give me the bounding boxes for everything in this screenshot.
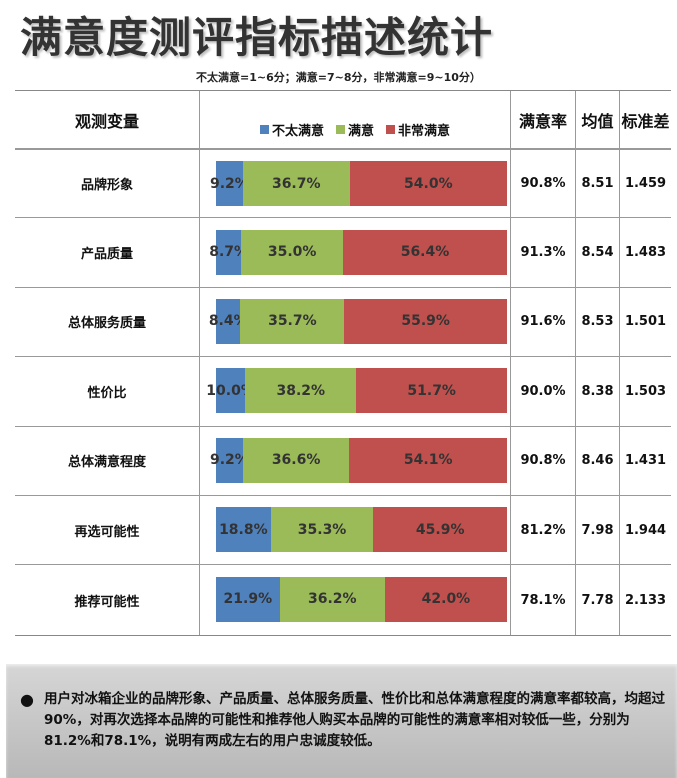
mean-value: 8.46 xyxy=(576,426,620,495)
bar-segment: 38.2% xyxy=(245,368,357,414)
bar-segment: 35.0% xyxy=(241,229,344,275)
bar-segment: 54.0% xyxy=(349,161,507,207)
table-row: 总体服务质量 8.4% 35.7% 55.9% 91.6% 8.53 1.501 xyxy=(15,287,671,358)
table-row: 推荐可能性 21.9% 36.2% 42.0% 78.1% 7.78 2.133 xyxy=(15,565,671,635)
bar-segment: 36.6% xyxy=(242,437,350,483)
bar-segment: 42.0% xyxy=(384,576,507,622)
mean-value: 7.78 xyxy=(576,565,620,635)
bar-cell: 8.7% 35.0% 56.4% xyxy=(200,218,511,287)
summary-text: 用户对冰箱企业的品牌形象、产品质量、总体服务质量、性价比和总体满意程度的满意率都… xyxy=(44,691,665,749)
std-dev: 1.501 xyxy=(624,314,667,330)
stacked-bar: 9.2% 36.7% 54.0% xyxy=(210,161,507,207)
bar-cell: 18.8% 35.3% 45.9% xyxy=(200,496,511,565)
table-row: 品牌形象 9.2% 36.7% 54.0% 90.8% 8.51 1.459 xyxy=(15,149,671,219)
variable-label: 再选可能性 xyxy=(15,496,200,565)
legend-swatch xyxy=(386,125,395,134)
stacked-bar: 21.9% 36.2% 42.0% xyxy=(216,576,507,622)
legend-item: 不太满意 xyxy=(259,120,324,139)
header-mean: 均值 xyxy=(576,91,620,148)
stacked-bar: 8.7% 35.0% 56.4% xyxy=(209,229,507,275)
std-dev: 1.459 xyxy=(624,176,667,192)
mean-value: 8.53 xyxy=(576,287,620,357)
legend-label: 满意 xyxy=(347,124,374,139)
stacked-bar: 8.4% 35.7% 55.9% xyxy=(209,298,507,344)
bar-segment: 54.1% xyxy=(349,437,507,483)
chart-legend-cell: 不太满意 满意 非常满意 xyxy=(200,91,511,148)
variable-label: 产品质量 xyxy=(15,218,200,287)
bar-segment: 9.2% xyxy=(210,161,249,207)
header-sd: 标准差 xyxy=(621,111,670,131)
mean-value: 7.98 xyxy=(576,496,620,565)
std-dev: 1.503 xyxy=(624,383,667,399)
bar-cell: 21.9% 36.2% 42.0% xyxy=(200,565,511,635)
score-definition: 不太满意=1~6分；满意=7~8分，非常满意=9~10分） xyxy=(196,71,481,84)
variable-label: 品牌形象 xyxy=(15,150,200,218)
satisfaction-rate: 81.2% xyxy=(511,496,576,565)
bar-segment: 18.8% xyxy=(216,507,271,553)
satisfaction-rate: 78.1% xyxy=(511,565,576,635)
page-title: 满意度测评指标描述统计 xyxy=(20,13,494,62)
header-variable: 观测变量 xyxy=(15,91,200,148)
bar-segment: 51.7% xyxy=(356,368,507,414)
mean-value: 8.54 xyxy=(576,218,620,287)
bar-segment: 56.4% xyxy=(343,229,507,275)
variable-label: 总体满意程度 xyxy=(15,426,200,495)
variable-label: 总体服务质量 xyxy=(15,287,200,357)
std-dev: 1.483 xyxy=(624,245,667,261)
bar-cell: 10.0% 38.2% 51.7% xyxy=(200,357,511,426)
summary-note: ● 用户对冰箱企业的品牌形象、产品质量、总体服务质量、性价比和总体满意程度的满意… xyxy=(6,664,677,778)
variable-label: 性价比 xyxy=(15,357,200,426)
satisfaction-rate: 90.8% xyxy=(511,150,576,218)
bar-segment: 36.2% xyxy=(279,576,385,622)
bar-segment: 35.7% xyxy=(240,298,345,344)
satisfaction-rate: 91.6% xyxy=(511,287,576,357)
table-row: 产品质量 8.7% 35.0% 56.4% 91.3% 8.54 1.483 xyxy=(15,218,671,288)
legend-swatch xyxy=(259,125,269,134)
mean-value: 8.51 xyxy=(576,150,620,218)
table-row: 总体满意程度 9.2% 36.6% 54.1% 90.8% 8.46 1.431 xyxy=(15,426,671,496)
legend-item: 非常满意 xyxy=(386,120,450,139)
bar-segment: 8.7% xyxy=(209,229,248,275)
stacked-bar: 9.2% 36.6% 54.1% xyxy=(210,437,507,483)
table-row: 性价比 10.0% 38.2% 51.7% 90.0% 8.38 1.503 xyxy=(15,357,671,427)
stacked-bar: 10.0% 38.2% 51.7% xyxy=(206,368,507,414)
legend-label: 非常满意 xyxy=(398,124,451,139)
satisfaction-rate: 90.8% xyxy=(511,426,576,495)
table-row: 再选可能性 18.8% 35.3% 45.9% 81.2% 7.98 1.944 xyxy=(15,496,671,566)
variable-label: 推荐可能性 xyxy=(15,565,200,635)
bar-segment: 10.0% xyxy=(206,368,255,414)
bar-segment: 36.7% xyxy=(242,161,350,207)
legend-swatch xyxy=(335,125,345,134)
bar-segment: 21.9% xyxy=(216,576,280,622)
satisfaction-table: 观测变量 不太满意 满意 非常满意 满意率 均值 标准差 品牌形象 9.2% 36.7%… xyxy=(15,90,671,636)
legend-item: 满意 xyxy=(335,120,374,139)
satisfaction-rate: 90.0% xyxy=(511,357,576,426)
bar-cell: 9.2% 36.7% 54.0% xyxy=(200,150,511,218)
bar-cell: 9.2% 36.6% 54.1% xyxy=(200,426,511,495)
table-header-row: 观测变量 不太满意 满意 非常满意 满意率 均值 标准差 xyxy=(15,91,671,149)
bar-segment: 55.9% xyxy=(344,298,507,344)
mean-value: 8.38 xyxy=(576,357,620,426)
chart-legend: 不太满意 满意 非常满意 xyxy=(259,120,450,139)
satisfaction-rate: 91.3% xyxy=(511,218,576,287)
std-dev: 1.431 xyxy=(624,453,667,469)
std-dev: 2.133 xyxy=(624,592,667,608)
stacked-bar: 18.8% 35.3% 45.9% xyxy=(216,507,507,553)
bar-segment: 8.4% xyxy=(209,298,248,344)
std-dev: 1.944 xyxy=(624,522,667,538)
bar-segment: 9.2% xyxy=(210,437,249,483)
bar-cell: 8.4% 35.7% 55.9% xyxy=(200,287,511,357)
header-rate: 满意率 xyxy=(511,91,576,148)
bar-segment: 45.9% xyxy=(373,507,507,553)
bullet-icon: ● xyxy=(20,690,34,709)
bar-segment: 35.3% xyxy=(270,507,374,553)
legend-label: 不太满意 xyxy=(271,124,324,139)
